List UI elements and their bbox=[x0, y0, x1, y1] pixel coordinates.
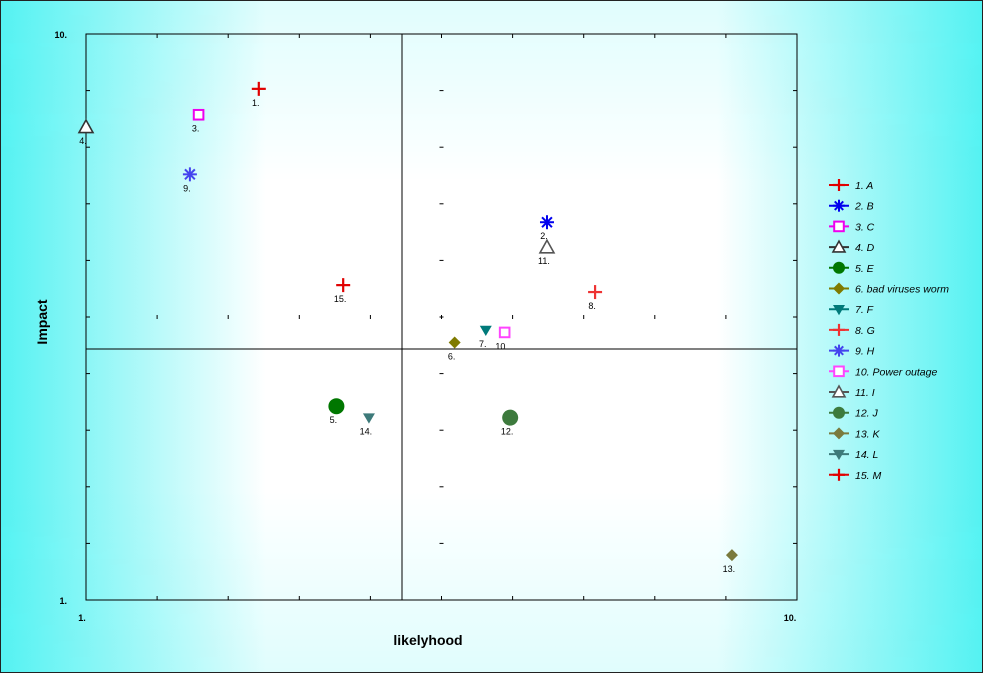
axes-labels: 10. 1. 1. 10. likelyhood Impact bbox=[34, 30, 796, 648]
x-axis-title: likelyhood bbox=[393, 632, 462, 648]
data-point-13 bbox=[725, 549, 738, 562]
legend-label-2: 2. B bbox=[854, 201, 874, 213]
data-point-6 bbox=[448, 336, 461, 349]
legend-label-7: 7. F bbox=[855, 304, 874, 316]
legend-label-6: 6. bad viruses worm bbox=[855, 284, 949, 296]
legend-entry-14: 14. L bbox=[829, 449, 879, 461]
data-point-label-8: 8. bbox=[588, 301, 596, 311]
legend-label-13: 13. K bbox=[855, 428, 881, 440]
legend-entry-10: 10. Power outage bbox=[829, 365, 937, 378]
data-point-label-11: 11. bbox=[538, 256, 550, 266]
legend-entry-9: 9. H bbox=[829, 344, 875, 358]
legend-entry-3: 3. C bbox=[829, 220, 875, 233]
data-point-8 bbox=[588, 285, 603, 300]
legend-label-4: 4. D bbox=[855, 242, 875, 254]
data-point-label-7: 7. bbox=[479, 339, 487, 349]
data-point-5 bbox=[328, 398, 345, 415]
data-point-14 bbox=[362, 413, 375, 424]
data-point-label-2: 2. bbox=[540, 231, 548, 241]
y-tick-min: 1. bbox=[59, 596, 67, 606]
data-point-3 bbox=[192, 108, 205, 121]
legend-label-9: 9. H bbox=[855, 346, 875, 358]
legend-entry-15: 15. M bbox=[829, 468, 882, 482]
data-point-4 bbox=[77, 118, 95, 134]
legend-label-12: 12. J bbox=[855, 408, 879, 420]
legend-entry-2: 2. B bbox=[829, 199, 874, 213]
legend-label-5: 5. E bbox=[855, 263, 875, 275]
legend-label-11: 11. I bbox=[855, 387, 875, 399]
x-tick-min: 1. bbox=[78, 613, 86, 623]
data-point-label-5: 5. bbox=[330, 415, 338, 425]
data-point-12 bbox=[502, 409, 519, 426]
data-point-label-12: 12. bbox=[501, 427, 514, 437]
data-point-9 bbox=[182, 167, 197, 182]
legend-entry-11: 11. I bbox=[829, 384, 875, 399]
data-point-1 bbox=[251, 81, 266, 96]
y-axis-title: Impact bbox=[34, 299, 50, 344]
x-tick-max: 10. bbox=[784, 613, 797, 623]
legend-entry-7: 7. F bbox=[829, 304, 874, 316]
data-point-label-9: 9. bbox=[183, 183, 191, 193]
legend: 1. A 2. B 3. C 4. D 5. E 6. bad viruses worm 7… bbox=[829, 179, 949, 482]
data-point-label-3: 3. bbox=[192, 124, 200, 134]
legend-label-1: 1. A bbox=[855, 180, 873, 192]
legend-entry-1: 1. A bbox=[829, 179, 873, 192]
legend-entry-12: 12. J bbox=[829, 406, 879, 420]
data-point-15 bbox=[336, 278, 351, 293]
data-point-label-4: 4. bbox=[79, 136, 87, 146]
data-point-label-14: 14. bbox=[360, 427, 373, 437]
legend-label-15: 15. M bbox=[855, 470, 882, 482]
legend-entry-4: 4. D bbox=[829, 239, 875, 254]
legend-entry-13: 13. K bbox=[829, 427, 881, 440]
legend-entry-8: 8. G bbox=[829, 323, 875, 337]
data-point-11 bbox=[538, 238, 556, 254]
data-point-label-6: 6. bbox=[448, 352, 456, 362]
legend-label-14: 14. L bbox=[855, 449, 879, 461]
minor-ticks bbox=[86, 34, 797, 600]
data-point-label-13: 13. bbox=[723, 564, 736, 574]
legend-label-3: 3. C bbox=[855, 221, 875, 233]
data-point-7 bbox=[479, 325, 492, 336]
data-point-label-15: 15. bbox=[334, 294, 347, 304]
legend-label-10: 10. Power outage bbox=[855, 366, 937, 378]
legend-entry-5: 5. E bbox=[829, 261, 875, 275]
data-point-label-10: 10. bbox=[495, 341, 508, 351]
data-points: 1. 2. 3. 4. 5. 6. 7. 8. 9. 10. 11. 12. 13. 14. 15. bbox=[77, 81, 738, 574]
data-point-10 bbox=[498, 326, 511, 339]
y-tick-max: 10. bbox=[54, 30, 67, 40]
legend-entry-6: 6. bad viruses worm bbox=[829, 282, 949, 296]
plot-area bbox=[85, 33, 798, 601]
data-point-label-1: 1. bbox=[252, 98, 260, 108]
legend-label-8: 8. G bbox=[855, 325, 875, 337]
data-point-2 bbox=[539, 215, 554, 230]
